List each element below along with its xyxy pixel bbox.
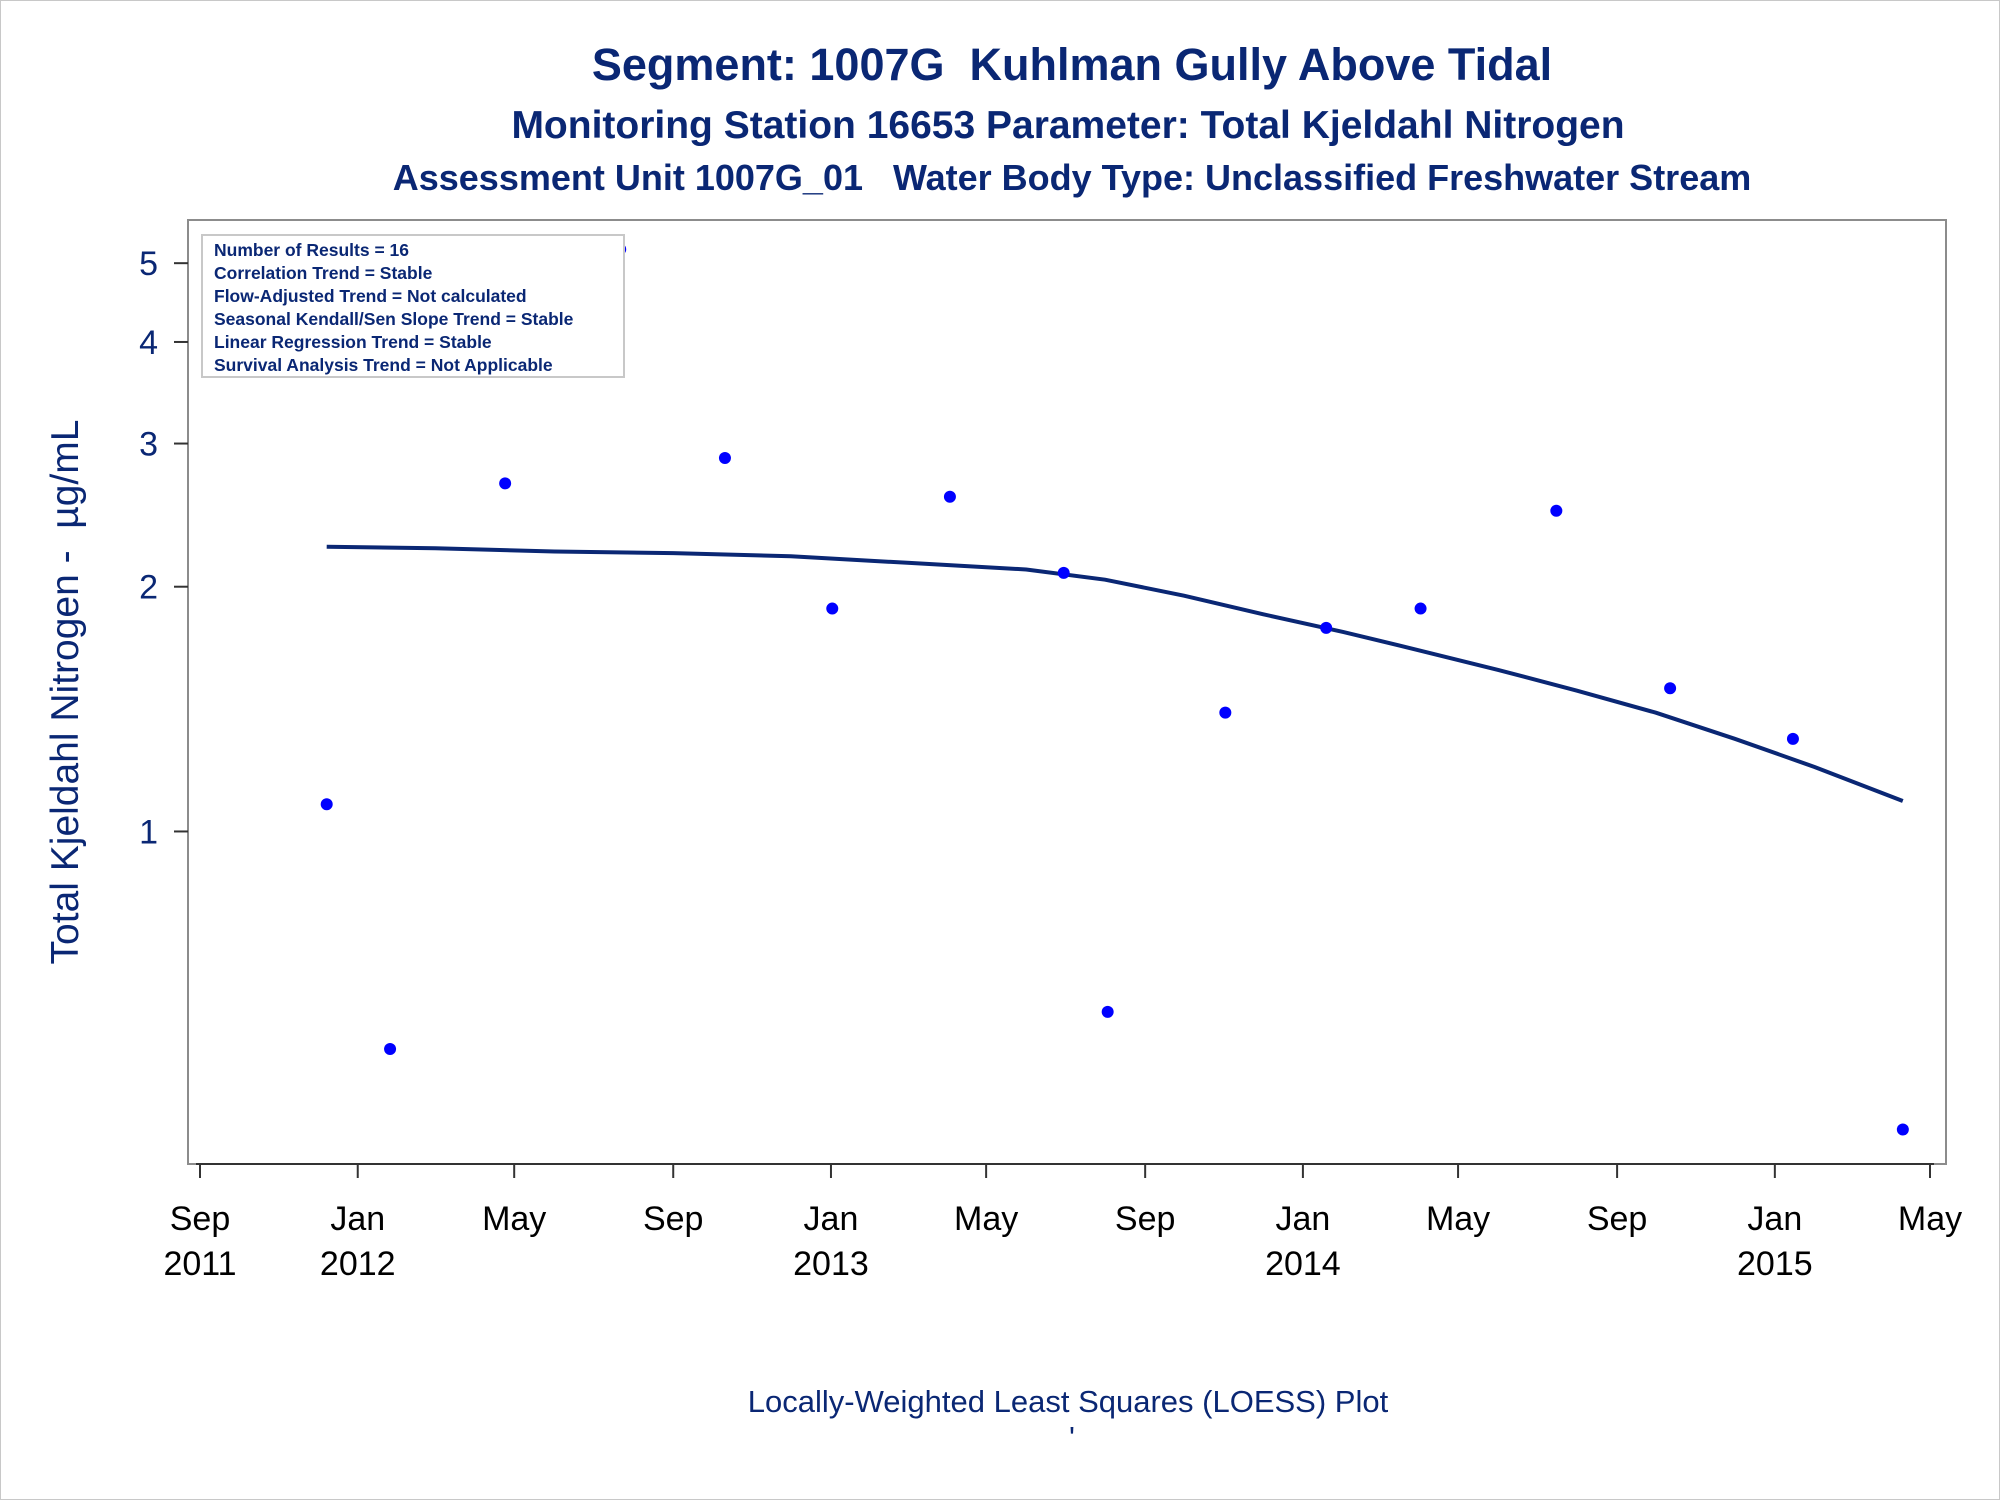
x-tick-label: May	[482, 1200, 546, 1238]
data-point	[1219, 706, 1232, 719]
data-point	[1101, 1005, 1114, 1018]
stats-box-frame	[201, 234, 625, 378]
x-tick-label: Jan	[1747, 1200, 1802, 1238]
loess-curve	[326, 544, 1904, 803]
x-tick-label: May	[1426, 1200, 1490, 1238]
x-axis: Sep 2011 Jan 2012 May Sep Jan 2013 May Sep Jan 2014…	[163, 1163, 1962, 1283]
x-tick-label: Jan	[330, 1200, 385, 1238]
data-point	[384, 1043, 397, 1056]
data-point	[1896, 1123, 1909, 1136]
data-point	[943, 490, 956, 503]
data-point	[826, 602, 839, 615]
y-tick-label: 5	[139, 245, 158, 283]
x-tick-year: 2013	[793, 1245, 869, 1283]
x-tick-label: Sep	[170, 1200, 231, 1238]
chart-title: Segment: 1007G Kuhlman Gully Above Tidal	[592, 39, 1552, 90]
data-point	[1414, 602, 1427, 615]
x-tick-year: 2014	[1265, 1245, 1341, 1283]
data-point	[499, 477, 512, 490]
stats-line-2: Correlation Trend = Stable	[214, 263, 433, 283]
x-tick-year: 2011	[163, 1245, 236, 1283]
stats-line-6: Survival Analysis Trend = Not Applicable	[214, 355, 553, 375]
x-tick-label: Sep	[1587, 1200, 1648, 1238]
x-tick-label: Sep	[1115, 1200, 1176, 1238]
y-tick-label: 2	[139, 569, 158, 607]
data-point	[1320, 621, 1333, 634]
chart-subtitle-2: Assessment Unit 1007G_01 Water Body Type…	[393, 157, 1752, 198]
x-tick-label: Jan	[804, 1200, 859, 1238]
x-tick-label: May	[1898, 1200, 1962, 1238]
data-point	[1550, 504, 1563, 517]
data-point	[1057, 566, 1070, 579]
x-tick-year: 2015	[1737, 1245, 1813, 1283]
stats-line-3: Flow-Adjusted Trend = Not calculated	[214, 286, 527, 306]
data-point	[320, 798, 333, 811]
footnote-mark: '	[1069, 1420, 1075, 1455]
stats-line-5: Linear Regression Trend = Stable	[214, 332, 492, 352]
x-tick-label: Jan	[1275, 1200, 1330, 1238]
y-axis-label: Total Kjeldahl Nitrogen - µg/mL	[44, 420, 87, 965]
data-point	[1664, 682, 1677, 695]
y-axis: 1 2 3 4 5	[139, 245, 188, 851]
x-tick-label: Sep	[643, 1200, 704, 1238]
stats-box: Number of Results = 16 Correlation Trend…	[201, 234, 625, 378]
y-tick-label: 3	[139, 426, 158, 464]
stats-line-1: Number of Results = 16	[214, 240, 409, 260]
y-tick-label: 1	[139, 813, 158, 851]
y-tick-label: 4	[139, 324, 158, 362]
chart-subtitle: Monitoring Station 16653 Parameter: Tota…	[511, 104, 1624, 147]
x-tick-label: May	[954, 1200, 1018, 1238]
x-tick-year: 2012	[320, 1245, 396, 1283]
data-point	[1786, 732, 1799, 745]
stats-line-4: Seasonal Kendall/Sen Slope Trend = Stabl…	[214, 309, 574, 329]
data-point	[718, 451, 731, 464]
footnote: Locally-Weighted Least Squares (LOESS) P…	[748, 1384, 1389, 1419]
